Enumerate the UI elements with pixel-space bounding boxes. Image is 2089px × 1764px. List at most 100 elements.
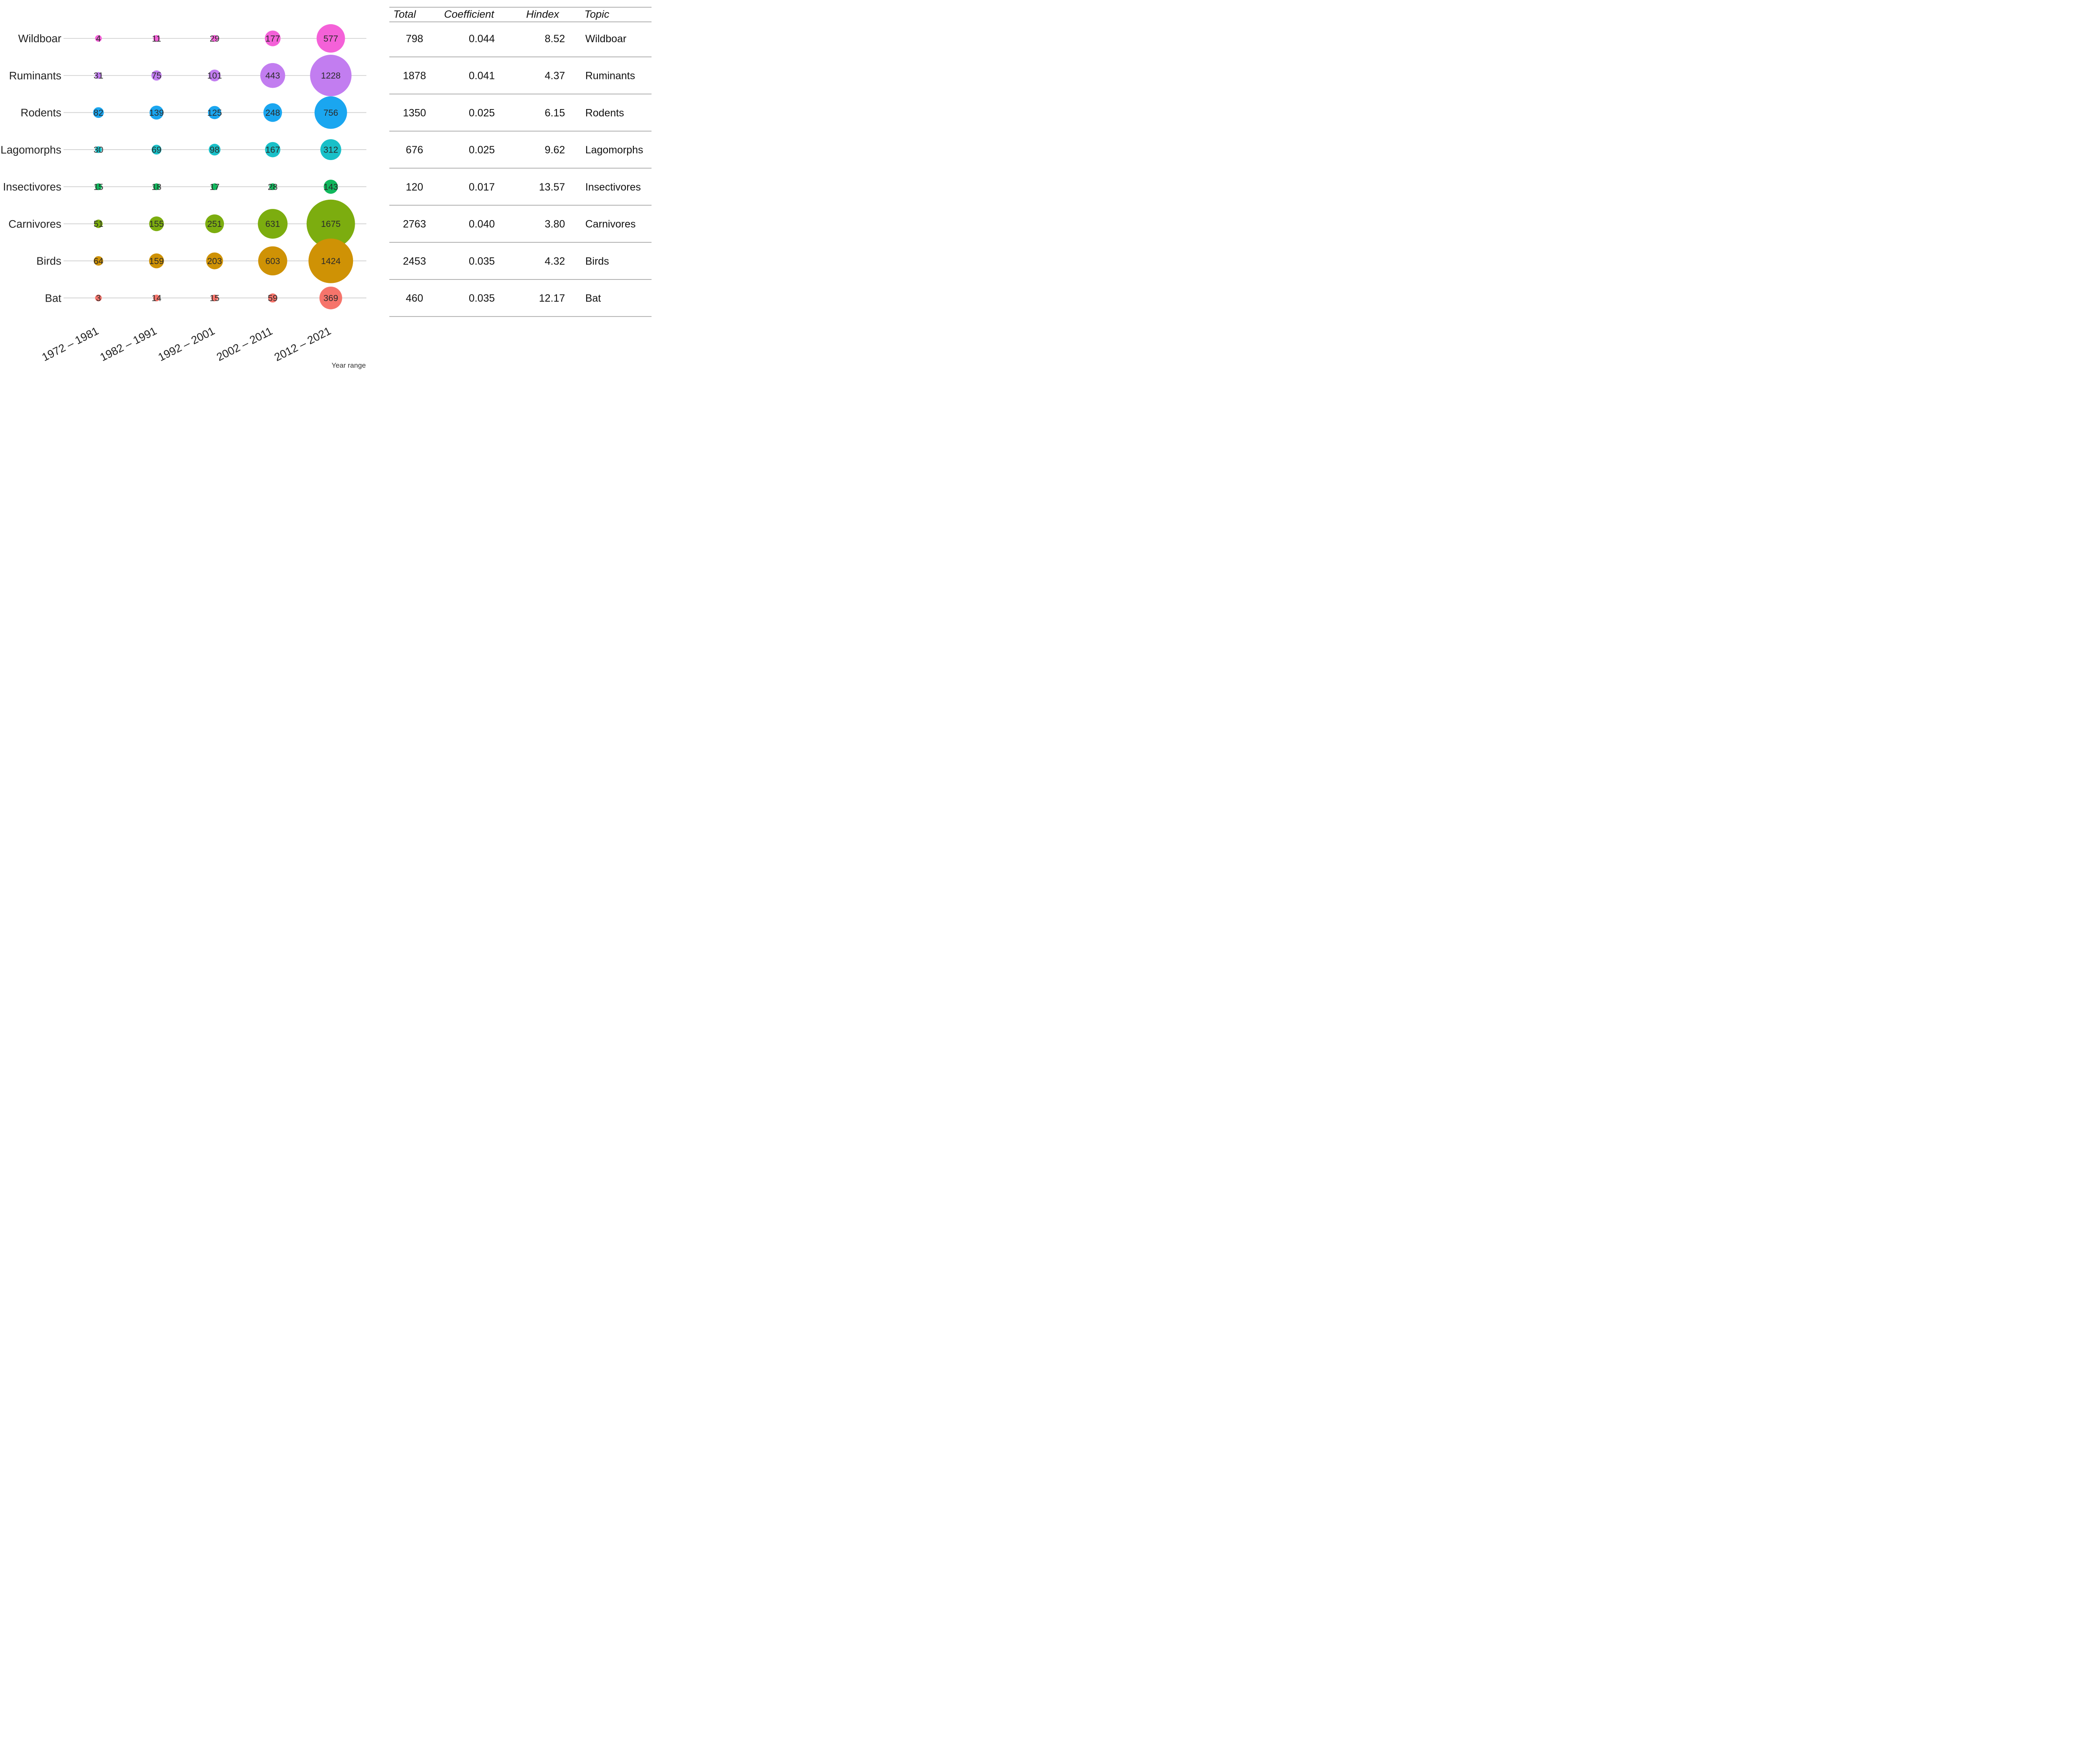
bubble-label-lagomorphs-3: 98 <box>210 145 220 155</box>
table-cell-hindex: 13.57 <box>539 181 565 193</box>
bubble-birds-1 <box>94 256 103 266</box>
bubble-label-wildboar-2: 11 <box>152 34 161 43</box>
table-cell-total: 2763 <box>403 219 426 230</box>
table-cell-total: 798 <box>406 33 423 45</box>
bubble-label-bat-1: 3 <box>96 294 101 303</box>
row-label-wildboar: Wildboar <box>18 32 62 45</box>
bubble-label-birds-2: 159 <box>149 257 164 266</box>
bubble-carnivores-1 <box>94 219 103 228</box>
bubble-label-carnivores-5: 1675 <box>321 219 341 229</box>
bubble-ruminants-2 <box>151 70 162 81</box>
x-tick-4: 2002 – 2011 <box>214 325 274 363</box>
bubble-insectivores-3 <box>211 183 218 190</box>
bubble-insectivores-4 <box>269 183 276 190</box>
bubble-insectivores-1 <box>95 183 102 190</box>
table-cell-hindex: 8.52 <box>545 33 565 45</box>
bubble-label-lagomorphs-4: 167 <box>265 145 280 155</box>
table-header-topic: Topic <box>585 8 610 20</box>
table-header-hindex: Hindex <box>526 8 559 20</box>
bubble-carnivores-4 <box>258 209 288 239</box>
bubble-label-rodents-3: 125 <box>207 108 222 118</box>
bubble-lagomorphs-5 <box>320 139 341 160</box>
row-label-carnivores: Carnivores <box>8 218 61 230</box>
bubble-carnivores-5 <box>306 199 355 248</box>
bubble-label-birds-5: 1424 <box>321 257 341 266</box>
bubble-carnivores-2 <box>149 216 164 231</box>
bubble-carnivores-3 <box>205 214 224 234</box>
bubble-label-ruminants-1: 31 <box>94 71 104 81</box>
bubble-label-carnivores-4: 631 <box>265 219 280 229</box>
table-cell-coefficient: 0.025 <box>469 107 495 119</box>
table-cell-topic: Birds <box>585 255 609 267</box>
row-label-birds: Birds <box>36 255 61 267</box>
row-label-lagomorphs: Lagomorphs <box>0 143 61 156</box>
bubble-label-insectivores-1: 15 <box>94 182 104 192</box>
bubble-bat-2 <box>153 295 160 302</box>
table-cell-coefficient: 0.017 <box>469 181 495 193</box>
bubble-ruminants-1 <box>95 72 102 79</box>
bubble-wildboar-4 <box>264 31 281 46</box>
table-cell-hindex: 3.80 <box>545 219 565 230</box>
table-cell-hindex: 4.32 <box>545 255 565 267</box>
bubble-label-wildboar-3: 29 <box>210 34 220 43</box>
bubble-rodents-5 <box>314 96 347 129</box>
bubble-rodents-1 <box>93 107 104 118</box>
bubble-label-ruminants-4: 443 <box>265 71 280 81</box>
row-label-rodents: Rodents <box>20 107 61 119</box>
bubble-label-insectivores-3: 17 <box>210 182 220 192</box>
bubble-label-rodents-4: 248 <box>265 108 280 118</box>
bubble-label-ruminants-3: 101 <box>207 71 222 81</box>
table-cell-coefficient: 0.040 <box>469 219 495 230</box>
bubble-ruminants-4 <box>260 63 285 88</box>
bubble-ruminants-5 <box>310 55 352 97</box>
table-cell-coefficient: 0.035 <box>469 255 495 267</box>
table-cell-coefficient: 0.041 <box>469 70 495 82</box>
bubble-label-rodents-1: 82 <box>94 108 104 118</box>
bubble-chart-figure: Wildboar Ruminants Rodents Lagomorphs Insect… <box>0 7 652 369</box>
bubble-bat-5 <box>319 286 342 310</box>
bubble-insectivores-2 <box>153 183 160 190</box>
bubble-label-rodents-2: 139 <box>149 108 164 118</box>
bubble-lagomorphs-2 <box>151 145 162 155</box>
bubble-label-ruminants-5: 1228 <box>321 71 341 81</box>
bubble-label-carnivores-2: 155 <box>149 219 164 229</box>
x-tick-1: 1972 – 1981 <box>40 324 100 363</box>
table-cell-topic: Rodents <box>585 107 624 119</box>
bubble-rodents-3 <box>208 106 221 119</box>
bubble-label-wildboar-4: 177 <box>265 34 280 43</box>
table-cell-hindex: 4.37 <box>545 70 565 82</box>
bubble-wildboar-2 <box>153 35 160 42</box>
table-cell-topic: Bat <box>585 292 601 304</box>
row-label-bat: Bat <box>45 292 62 304</box>
bubble-bat-1 <box>95 295 102 302</box>
bubble-rodents-4 <box>263 103 282 122</box>
table-cell-hindex: 9.62 <box>545 144 565 156</box>
bubble-wildboar-1 <box>95 35 102 42</box>
bubble-lagomorphs-3 <box>208 144 221 156</box>
bubble-label-wildboar-1: 4 <box>96 34 101 43</box>
row-label-ruminants: Ruminants <box>9 69 61 82</box>
table-cell-hindex: 12.17 <box>539 292 565 304</box>
x-tick-5: 2012 – 2021 <box>272 324 333 363</box>
table-cell-topic: Wildboar <box>585 33 626 45</box>
bubble-lagomorphs-4 <box>265 142 281 158</box>
table-cell-total: 1878 <box>403 70 426 82</box>
bubble-label-birds-4: 603 <box>265 257 280 266</box>
bubble-bat-3 <box>211 295 218 302</box>
table-cell-coefficient: 0.035 <box>469 292 495 304</box>
bubble-label-lagomorphs-2: 69 <box>152 145 162 155</box>
bubble-label-birds-1: 64 <box>94 257 104 266</box>
bubble-ruminants-3 <box>208 69 221 81</box>
x-tick-2: 1982 – 1991 <box>98 324 158 363</box>
bubble-label-rodents-5: 756 <box>323 108 338 118</box>
bubble-label-bat-3: 15 <box>210 294 220 303</box>
bubble-label-ruminants-2: 75 <box>152 71 162 81</box>
bubble-label-insectivores-2: 18 <box>152 182 162 192</box>
bubble-bat-4 <box>268 293 277 303</box>
table-cell-topic: Insectivores <box>585 181 641 193</box>
bubble-wildboar-3 <box>211 35 218 42</box>
table-header-total: Total <box>393 8 416 20</box>
bubble-label-bat-2: 14 <box>152 294 162 303</box>
x-axis-title: Year range <box>332 361 366 369</box>
